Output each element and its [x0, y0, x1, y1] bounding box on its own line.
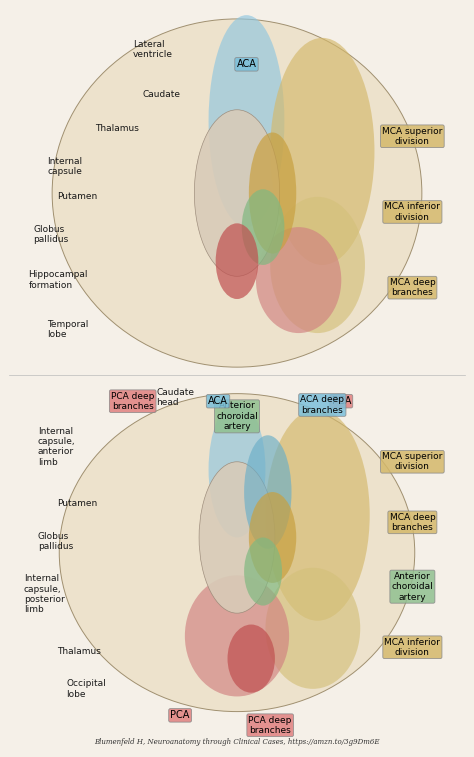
Ellipse shape: [244, 435, 292, 549]
Text: Caudate
head: Caudate head: [156, 388, 194, 407]
Text: Globus
pallidus: Globus pallidus: [33, 225, 68, 245]
Text: MCA deep
branches: MCA deep branches: [390, 278, 435, 298]
Text: PCA deep
branches: PCA deep branches: [111, 391, 155, 411]
Text: MCA deep
branches: MCA deep branches: [390, 512, 435, 532]
Text: Globus
pallidus: Globus pallidus: [38, 531, 73, 551]
Text: Internal
capsule: Internal capsule: [47, 157, 82, 176]
Ellipse shape: [209, 15, 284, 227]
Text: PCA: PCA: [171, 710, 190, 721]
Text: ACA: ACA: [208, 396, 228, 407]
Text: ACA deep
branches: ACA deep branches: [301, 395, 344, 415]
Text: MCA superior
division: MCA superior division: [382, 452, 443, 472]
Text: PCA: PCA: [332, 396, 351, 407]
Ellipse shape: [256, 227, 341, 333]
Ellipse shape: [216, 223, 258, 299]
Text: Putamen: Putamen: [57, 499, 97, 508]
Ellipse shape: [199, 462, 275, 613]
Ellipse shape: [59, 394, 415, 712]
Text: Hippocampal
formation: Hippocampal formation: [28, 270, 88, 290]
Ellipse shape: [249, 132, 296, 254]
Text: PCA deep
branches: PCA deep branches: [248, 715, 292, 735]
Text: ACA: ACA: [237, 59, 256, 70]
Ellipse shape: [194, 110, 280, 276]
Text: Caudate: Caudate: [142, 90, 180, 99]
Ellipse shape: [242, 189, 284, 265]
Text: Thalamus: Thalamus: [57, 646, 101, 656]
Text: Temporal
lobe: Temporal lobe: [47, 319, 89, 339]
Text: MCA superior
division: MCA superior division: [382, 126, 443, 146]
Ellipse shape: [52, 19, 422, 367]
Ellipse shape: [265, 409, 370, 621]
Ellipse shape: [185, 575, 289, 696]
Ellipse shape: [249, 492, 296, 583]
Ellipse shape: [209, 401, 265, 537]
Text: Blumenfeld H, Neuroanatomy through Clinical Cases, https://amzn.to/3g9Dm6E: Blumenfeld H, Neuroanatomy through Clini…: [94, 737, 380, 746]
Text: Occipital
lobe: Occipital lobe: [66, 679, 106, 699]
Text: MCA inferior
division: MCA inferior division: [384, 202, 440, 222]
Text: Lateral
ventricle: Lateral ventricle: [133, 39, 173, 59]
Text: Thalamus: Thalamus: [95, 124, 139, 133]
Ellipse shape: [265, 568, 360, 689]
Text: Anterior
choroidal
artery: Anterior choroidal artery: [216, 401, 258, 431]
Text: Internal
capsule,
posterior
limb: Internal capsule, posterior limb: [24, 574, 64, 615]
Ellipse shape: [244, 537, 282, 606]
Text: Internal
capsule,
anterior
limb: Internal capsule, anterior limb: [38, 426, 75, 467]
Text: Putamen: Putamen: [57, 192, 97, 201]
Ellipse shape: [270, 38, 374, 265]
Ellipse shape: [270, 197, 365, 333]
Ellipse shape: [228, 625, 275, 693]
Text: MCA inferior
division: MCA inferior division: [384, 637, 440, 657]
Text: Anterior
choroidal
artery: Anterior choroidal artery: [392, 572, 433, 602]
